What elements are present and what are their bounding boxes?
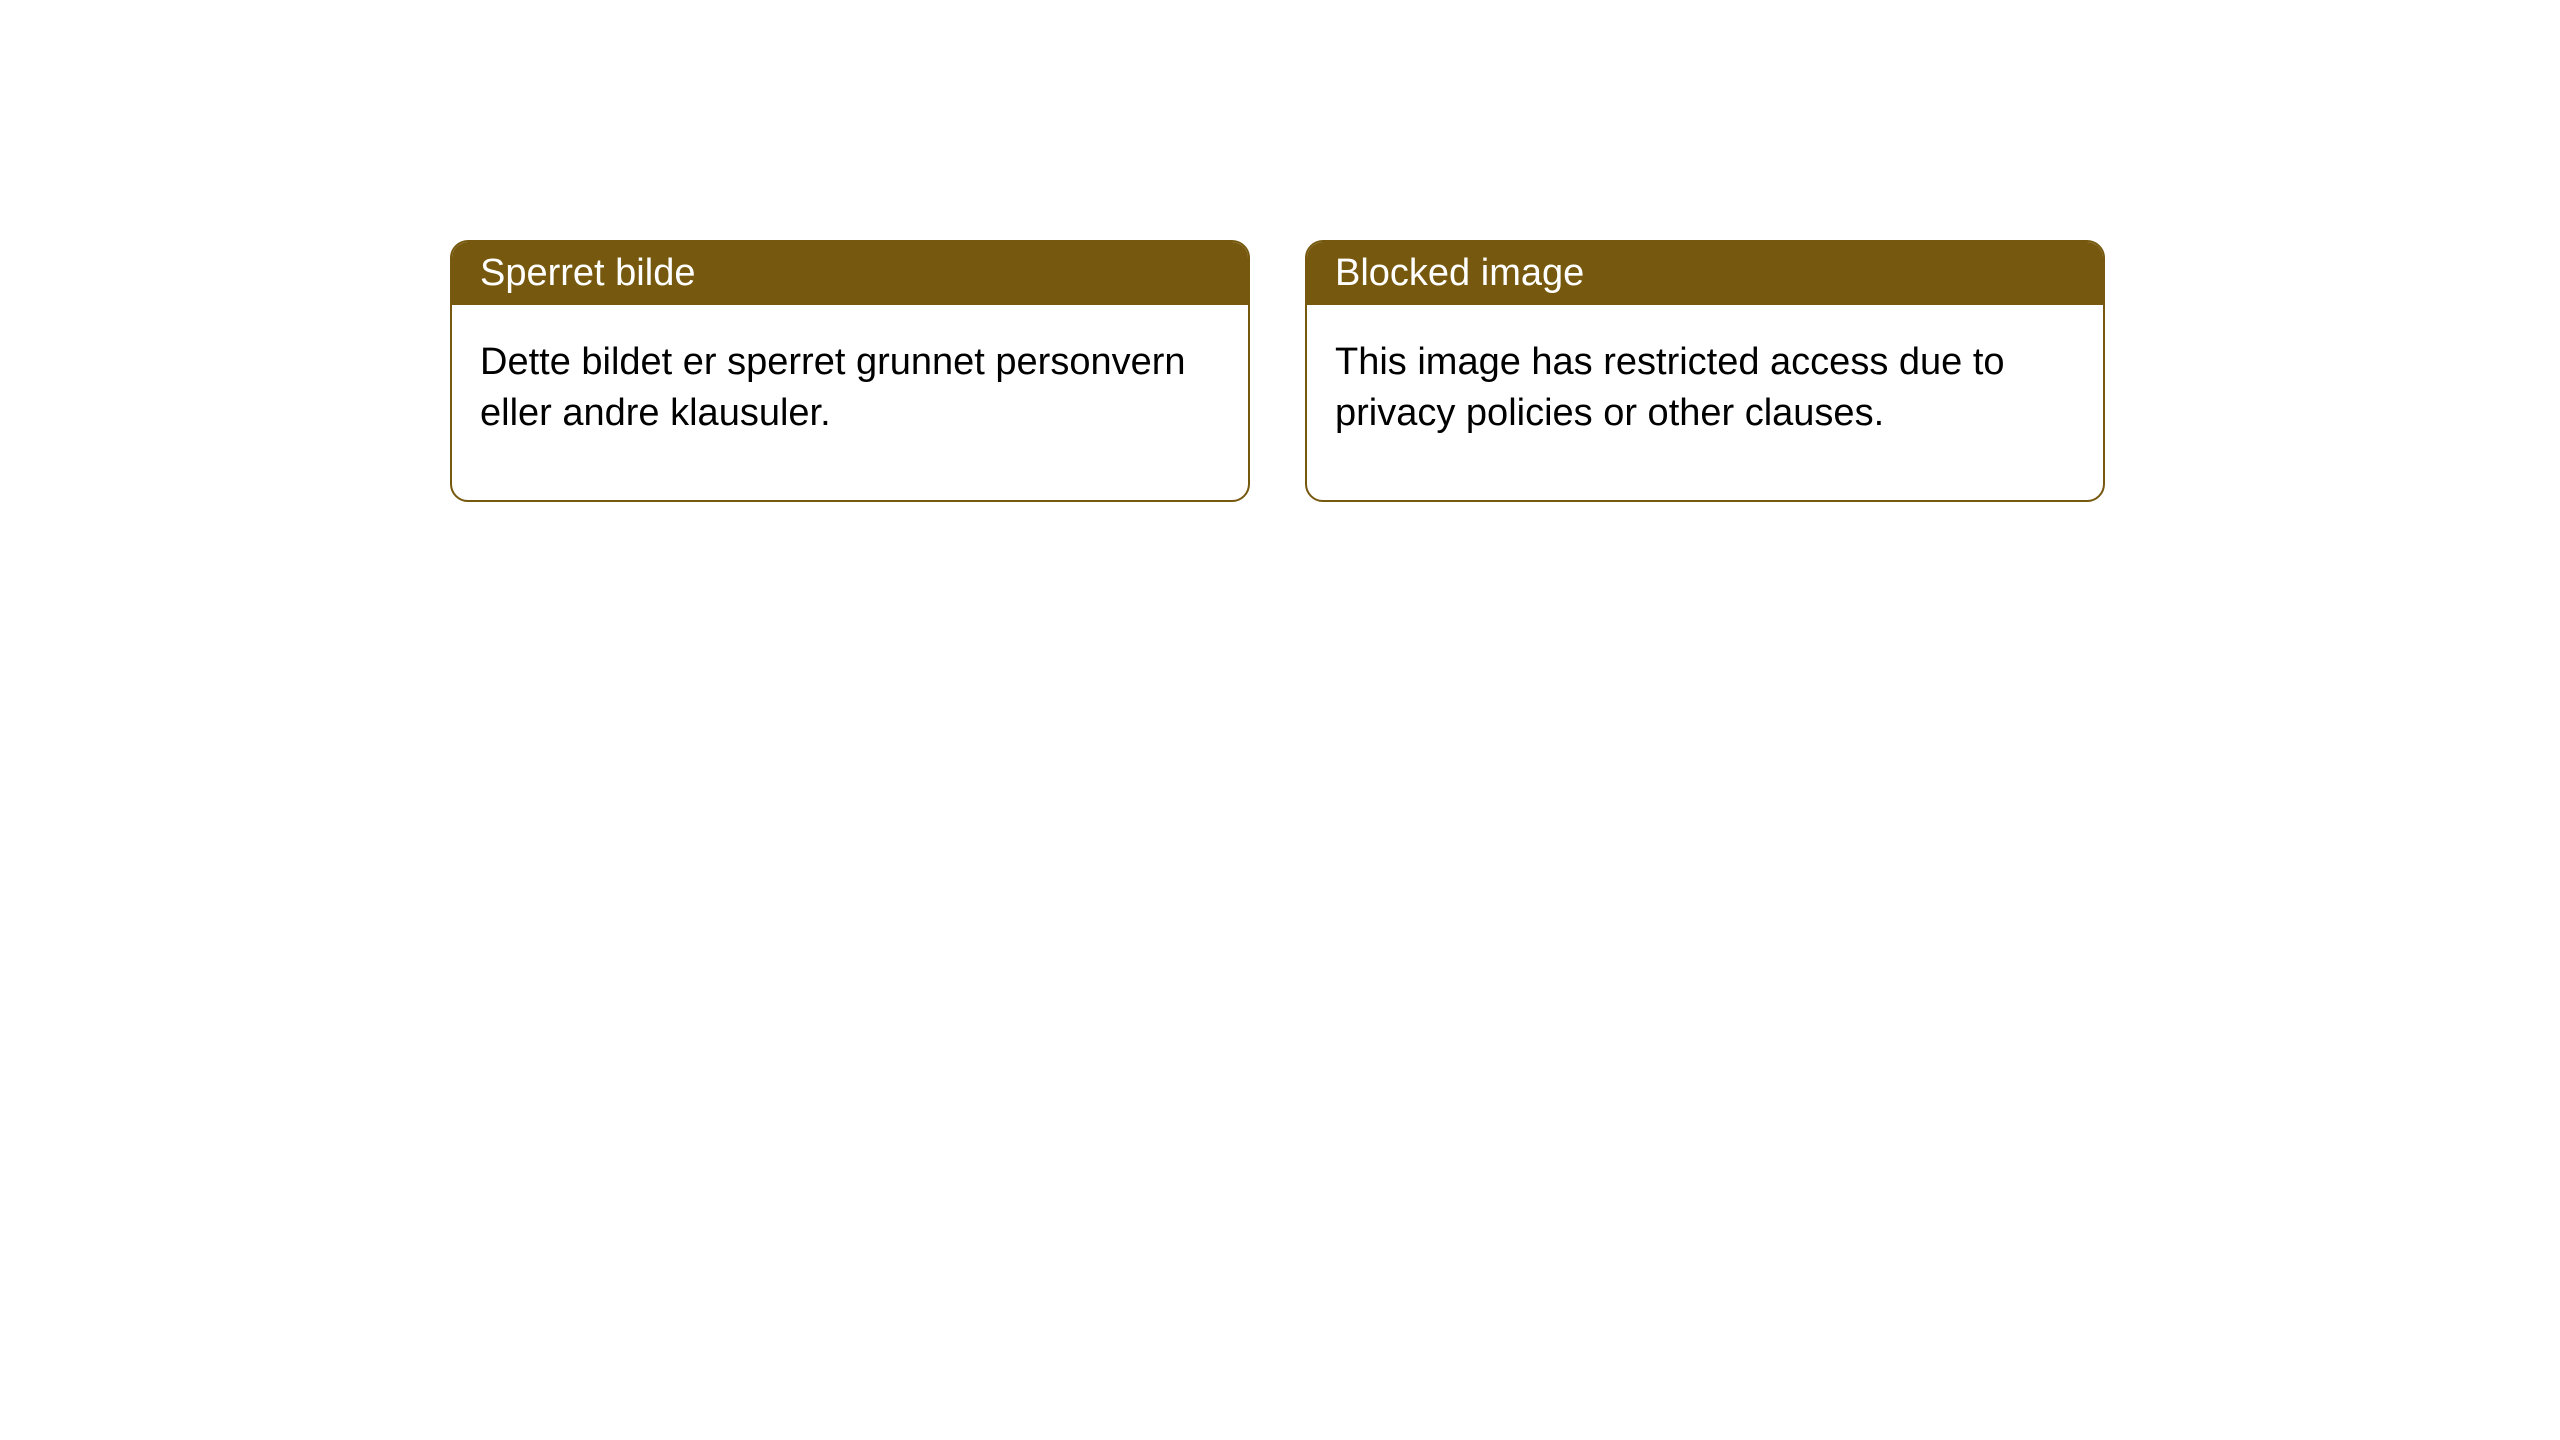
notice-body-english: This image has restricted access due to … (1307, 305, 2103, 500)
notice-header-norwegian: Sperret bilde (452, 242, 1248, 305)
notice-header-english: Blocked image (1307, 242, 2103, 305)
notice-box-english: Blocked image This image has restricted … (1305, 240, 2105, 502)
notice-container: Sperret bilde Dette bildet er sperret gr… (450, 240, 2105, 502)
notice-text-english: This image has restricted access due to … (1335, 341, 2005, 434)
notice-title-norwegian: Sperret bilde (480, 252, 695, 294)
notice-title-english: Blocked image (1335, 252, 1584, 294)
notice-text-norwegian: Dette bildet er sperret grunnet personve… (480, 341, 1186, 434)
notice-body-norwegian: Dette bildet er sperret grunnet personve… (452, 305, 1248, 500)
notice-box-norwegian: Sperret bilde Dette bildet er sperret gr… (450, 240, 1250, 502)
